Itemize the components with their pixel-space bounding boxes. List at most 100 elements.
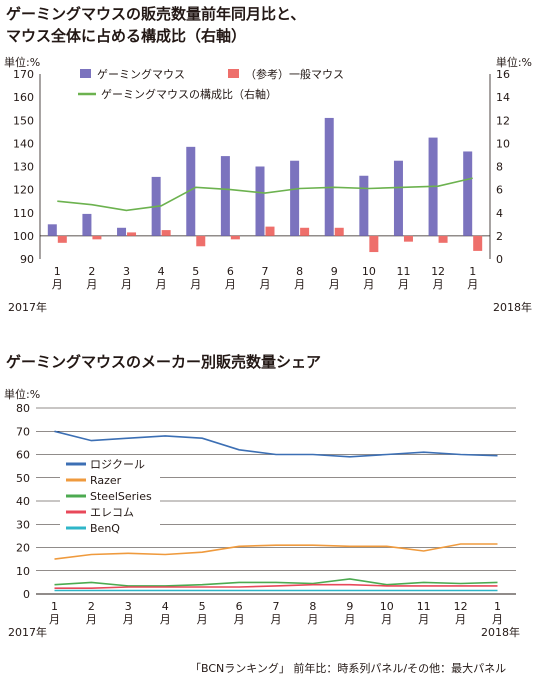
right-tick-label: 2 [496,230,503,243]
general-mouse-bar [161,230,171,236]
left-axis-unit: 単位:% [4,55,40,69]
general-mouse-bar [473,235,483,251]
month-label: 7 [273,600,280,613]
general-mouse-bar [57,235,67,243]
gaming-mouse-bar [255,166,265,236]
y-tick-label: 10 [16,565,30,578]
month-label-suffix: 月 [225,278,236,291]
left-tick-label: 170 [13,68,34,81]
right-tick-label: 16 [496,68,510,81]
month-label: 11 [396,265,410,278]
gaming-mouse-bar [47,224,57,236]
year-label-end: 2018年 [481,625,520,639]
general-mouse-bar [334,227,344,236]
month-label: 6 [227,265,234,278]
month-label-suffix: 月 [52,278,63,291]
right-tick-label: 4 [496,207,503,220]
left-tick-label: 120 [13,184,34,197]
month-label: 7 [262,265,269,278]
month-label-suffix: 月 [197,613,208,626]
month-label: 8 [309,600,316,613]
series-line-0 [54,430,498,458]
month-label-suffix: 月 [329,278,340,291]
month-label-suffix: 月 [160,613,171,626]
gaming-mouse-bar [117,227,127,236]
month-label-suffix: 月 [234,613,245,626]
month-label-suffix: 月 [49,613,60,626]
gaming-mouse-bar [186,146,196,236]
y-tick-label: 0 [23,588,30,601]
share-ratio-line [57,177,473,212]
legend-label: BenQ [90,522,120,535]
right-tick-label: 10 [496,137,510,150]
legend-label: Razer [90,474,122,487]
gaming-mouse-bar [290,160,300,236]
month-label: 2 [88,265,95,278]
y-tick-label: 60 [16,449,30,462]
month-label: 10 [380,600,394,613]
month-label: 1 [494,600,501,613]
general-mouse-bar [92,235,102,240]
general-mouse-bar [403,235,413,242]
month-label: 4 [158,265,165,278]
legend-bg [60,522,160,535]
month-label-suffix: 月 [467,278,478,291]
month-label-suffix: 月 [307,613,318,626]
month-label: 10 [362,265,376,278]
axis-unit: 単位:% [4,387,40,401]
legend-bg [60,474,160,487]
right-tick-label: 12 [496,114,510,127]
month-label-suffix: 月 [156,278,167,291]
legend-swatch-gaming [80,69,91,78]
month-label: 4 [162,600,169,613]
month-label: 1 [469,265,476,278]
month-label: 5 [192,265,199,278]
month-label: 1 [54,265,61,278]
left-tick-label: 90 [20,253,34,266]
gaming-mouse-bar [463,151,473,236]
legend-label: エレコム [90,506,134,519]
y-tick-label: 50 [16,472,30,485]
month-label-suffix: 月 [492,613,503,626]
right-tick-label: 8 [496,161,503,174]
month-label: 6 [236,600,243,613]
month-label-suffix: 月 [86,278,97,291]
left-tick-label: 110 [13,207,34,220]
sales-growth-chart: 単位:% 単位:%90100110120130140150160170024681… [4,55,532,314]
y-tick-label: 80 [16,402,30,415]
general-mouse-bar [300,227,310,236]
month-label: 3 [123,265,130,278]
y-tick-label: 20 [16,542,30,555]
general-mouse-bar [127,232,137,236]
left-tick-label: 140 [13,137,34,150]
series-line-1 [54,543,498,560]
month-label: 9 [331,265,338,278]
month-label-suffix: 月 [86,613,97,626]
month-label: 9 [346,600,353,613]
month-label-suffix: 月 [271,613,282,626]
month-label: 11 [417,600,431,613]
month-label-suffix: 月 [344,613,355,626]
year-label-end: 2018年 [493,300,532,314]
month-label: 2 [88,600,95,613]
legend-bg [60,490,160,503]
month-label-suffix: 月 [260,278,271,291]
month-label-suffix: 月 [418,613,429,626]
y-tick-label: 70 [16,425,30,438]
month-label-suffix: 月 [455,613,466,626]
year-label-start: 2017年 [8,625,47,639]
month-label-suffix: 月 [398,278,409,291]
month-label: 1 [51,600,58,613]
y-tick-label: 40 [16,495,30,508]
month-label: 3 [125,600,132,613]
year-label-start: 2017年 [8,300,47,314]
chart2-title: ゲーミングマウスのメーカー別販売数量シェア [6,353,322,371]
legend-bg [60,458,160,471]
legend-label: ロジクール [90,458,145,471]
month-label-suffix: 月 [294,278,305,291]
legend-swatch-general [228,69,239,78]
month-label: 5 [199,600,206,613]
gaming-mouse-bar [324,117,334,236]
month-label-suffix: 月 [190,278,201,291]
general-mouse-bar [230,235,240,240]
